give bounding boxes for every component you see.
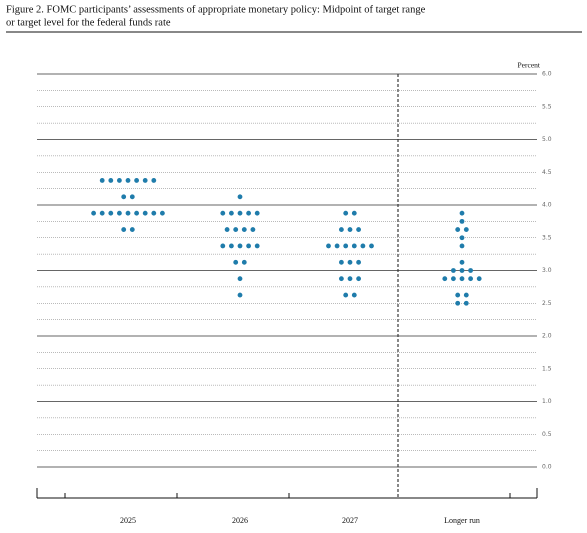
dot bbox=[224, 227, 230, 232]
dot bbox=[142, 178, 148, 183]
dot bbox=[442, 276, 448, 282]
dot bbox=[246, 243, 252, 249]
dot bbox=[125, 210, 131, 216]
dot bbox=[237, 243, 243, 249]
x-tick-label: 2025 bbox=[120, 516, 136, 525]
dot bbox=[229, 243, 234, 249]
dot bbox=[339, 227, 344, 232]
dot bbox=[455, 292, 461, 298]
y-tick-label: 5.5 bbox=[542, 103, 552, 110]
dot bbox=[343, 210, 349, 216]
dot bbox=[241, 227, 247, 232]
dot bbox=[356, 259, 361, 265]
dot bbox=[151, 210, 157, 216]
dot bbox=[343, 292, 349, 298]
dot bbox=[339, 259, 344, 265]
dot bbox=[121, 194, 127, 200]
title-line: or target level for the federal funds ra… bbox=[6, 17, 171, 28]
dot bbox=[459, 243, 465, 249]
y-tick-label: 0.0 bbox=[542, 464, 552, 471]
dot bbox=[108, 210, 114, 216]
y-axis-label: Percent bbox=[518, 61, 541, 70]
dot bbox=[459, 268, 465, 273]
dot bbox=[451, 276, 456, 282]
dot bbox=[459, 276, 465, 282]
dot bbox=[468, 276, 473, 282]
dot bbox=[459, 235, 465, 241]
dot bbox=[347, 276, 353, 282]
y-tick-label: 3.5 bbox=[542, 234, 552, 241]
dot bbox=[455, 227, 461, 232]
dot bbox=[108, 178, 114, 183]
dot bbox=[356, 227, 361, 232]
title-line: Figure 2. FOMC participants’ assessments… bbox=[6, 4, 426, 15]
dot bbox=[463, 292, 469, 298]
dot bbox=[233, 227, 239, 232]
dot bbox=[142, 210, 148, 216]
dot bbox=[459, 259, 465, 265]
dot bbox=[476, 276, 482, 282]
dot bbox=[351, 210, 357, 216]
y-tick-label: 4.0 bbox=[542, 202, 552, 209]
dot bbox=[343, 243, 349, 249]
dot bbox=[347, 227, 353, 232]
dot bbox=[160, 210, 165, 216]
dot bbox=[254, 243, 260, 249]
dot bbox=[459, 210, 465, 216]
dot bbox=[360, 243, 366, 249]
y-tick-label: 6.0 bbox=[542, 71, 552, 78]
dot bbox=[451, 268, 456, 273]
y-tick-label: 2.0 bbox=[542, 333, 552, 340]
dot bbox=[151, 178, 157, 183]
dot bbox=[326, 243, 331, 249]
dot bbox=[254, 210, 260, 216]
x-tick-label: 2027 bbox=[342, 516, 358, 525]
dot bbox=[237, 276, 243, 282]
dot bbox=[463, 227, 469, 232]
dot bbox=[129, 227, 135, 232]
dot bbox=[347, 259, 353, 265]
dot bbox=[229, 210, 234, 216]
y-tick-label: 2.5 bbox=[542, 300, 552, 307]
x-tick-label: Longer run bbox=[444, 516, 480, 525]
dot bbox=[237, 292, 243, 298]
dot bbox=[339, 276, 344, 282]
dot bbox=[459, 218, 465, 224]
dot bbox=[125, 178, 131, 183]
dot bbox=[455, 300, 461, 306]
dot bbox=[334, 243, 340, 249]
y-tick-label: 5.0 bbox=[542, 136, 552, 143]
dot bbox=[99, 178, 105, 183]
y-tick-label: 1.0 bbox=[542, 398, 552, 405]
y-tick-label: 3.0 bbox=[542, 267, 552, 274]
dot bbox=[117, 210, 122, 216]
dot bbox=[220, 243, 226, 249]
dot bbox=[91, 210, 96, 216]
dot bbox=[351, 243, 357, 249]
dot bbox=[134, 210, 140, 216]
dot bbox=[351, 292, 357, 298]
y-tick-label: 4.5 bbox=[542, 169, 552, 176]
dot bbox=[121, 227, 127, 232]
dot bbox=[99, 210, 105, 216]
y-tick-label: 0.5 bbox=[542, 431, 552, 438]
dot bbox=[220, 210, 226, 216]
dot bbox=[241, 259, 247, 265]
dot bbox=[250, 227, 256, 232]
dot bbox=[117, 178, 122, 183]
dot bbox=[237, 194, 243, 200]
y-tick-label: 1.5 bbox=[542, 365, 552, 372]
dot bbox=[237, 210, 243, 216]
dot bbox=[129, 194, 135, 200]
dot bbox=[356, 276, 361, 282]
dot bbox=[369, 243, 374, 249]
x-axis bbox=[36, 488, 538, 499]
dot bbox=[233, 259, 239, 265]
dot bbox=[468, 268, 473, 273]
dot bbox=[134, 178, 140, 183]
x-tick-label: 2026 bbox=[232, 516, 248, 525]
dot bbox=[246, 210, 252, 216]
dot bbox=[463, 300, 469, 306]
